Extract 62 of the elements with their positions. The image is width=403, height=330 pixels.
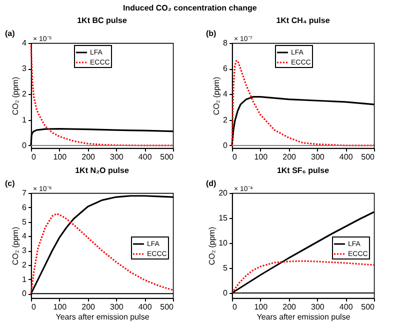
x-tick-label: 200 bbox=[82, 302, 96, 312]
y-tick-label: 15 bbox=[218, 214, 228, 222]
y-tick-label: 3 bbox=[22, 246, 28, 256]
x-tick-label: 200 bbox=[82, 152, 96, 162]
y-tick-label: 7 bbox=[22, 188, 28, 198]
x-tick-label: 100 bbox=[53, 152, 68, 162]
text: (d) bbox=[206, 179, 217, 188]
x-tick-label: 500 bbox=[160, 152, 174, 162]
x-axis-title: Years after emission pulse bbox=[256, 312, 351, 322]
y-tick-label: 6 bbox=[22, 202, 28, 212]
y-tick-label: 10 bbox=[218, 238, 228, 248]
x-tick-label: 0 bbox=[232, 152, 238, 162]
x-tick-label: 200 bbox=[282, 152, 297, 162]
y-axis-title: CO₂ (ppm) bbox=[212, 76, 222, 116]
chart-title: 1Kt N₂O pulse bbox=[75, 166, 130, 175]
x-tick-label: 300 bbox=[311, 152, 325, 162]
x-axis-title: Years after emission pulse bbox=[56, 312, 150, 322]
y-tick-label: 0 bbox=[22, 140, 28, 150]
text: Induced CO₂ concentration change bbox=[123, 4, 258, 13]
y-tick-label: 1 bbox=[22, 274, 28, 284]
x-tick-label: 200 bbox=[282, 302, 297, 312]
text: (a) bbox=[5, 29, 16, 38]
x-tick-label: 400 bbox=[339, 302, 354, 312]
y-tick-label: 2 bbox=[22, 260, 28, 270]
x-tick-label: 0 bbox=[232, 302, 238, 312]
x-tick-label: 100 bbox=[254, 302, 268, 312]
y-tick-label: 5 bbox=[223, 264, 228, 272]
chart-title: 1Kt SF₆ pulse bbox=[276, 166, 330, 175]
y-tick-label: 8 bbox=[223, 38, 228, 48]
x-tick-label: 500 bbox=[361, 152, 376, 162]
y-tick-label: 4 bbox=[223, 90, 228, 99]
x-tick-label: 500 bbox=[361, 302, 376, 312]
x-tick-label: 300 bbox=[110, 302, 124, 312]
x-tick-label: 500 bbox=[160, 302, 174, 312]
y-axis-title: CO₂ (ppm) bbox=[208, 226, 217, 266]
y-tick-label: 2 bbox=[22, 90, 28, 99]
y-tick-label: 20 bbox=[218, 188, 228, 198]
y-tick-label: 5 bbox=[22, 217, 28, 226]
y-tick-label: 0 bbox=[22, 289, 28, 298]
y-tick-label: 0 bbox=[223, 140, 228, 150]
y-tick-label: 3 bbox=[22, 64, 28, 74]
y-tick-label: 1 bbox=[22, 115, 28, 124]
y-tick-label: 0 bbox=[223, 288, 228, 298]
y-tick-label: 4 bbox=[22, 232, 28, 241]
x-tick-label: 400 bbox=[138, 152, 152, 162]
y-tick-label: 2 bbox=[223, 115, 228, 124]
x-tick-label: 100 bbox=[254, 152, 268, 162]
y-axis-title: CO₂ (ppm) bbox=[11, 76, 20, 116]
chart-title: 1Kt BC pulse bbox=[77, 16, 128, 25]
text: (c) bbox=[5, 179, 16, 188]
x-tick-label: 400 bbox=[339, 152, 354, 162]
x-tick-label: 100 bbox=[53, 302, 68, 312]
x-tick-label: 0 bbox=[32, 152, 36, 162]
x-tick-label: 300 bbox=[311, 302, 325, 312]
y-axis-title: CO₂ (ppm) bbox=[11, 226, 20, 266]
text: (b) bbox=[206, 29, 217, 38]
y-tick-label: 6 bbox=[223, 64, 228, 74]
y-tick-label: 4 bbox=[22, 38, 28, 48]
chart-title: 1Kt CH₄ pulse bbox=[276, 16, 330, 25]
x-tick-label: 0 bbox=[32, 302, 36, 312]
x-tick-label: 400 bbox=[138, 302, 152, 312]
x-tick-label: 300 bbox=[110, 152, 124, 162]
